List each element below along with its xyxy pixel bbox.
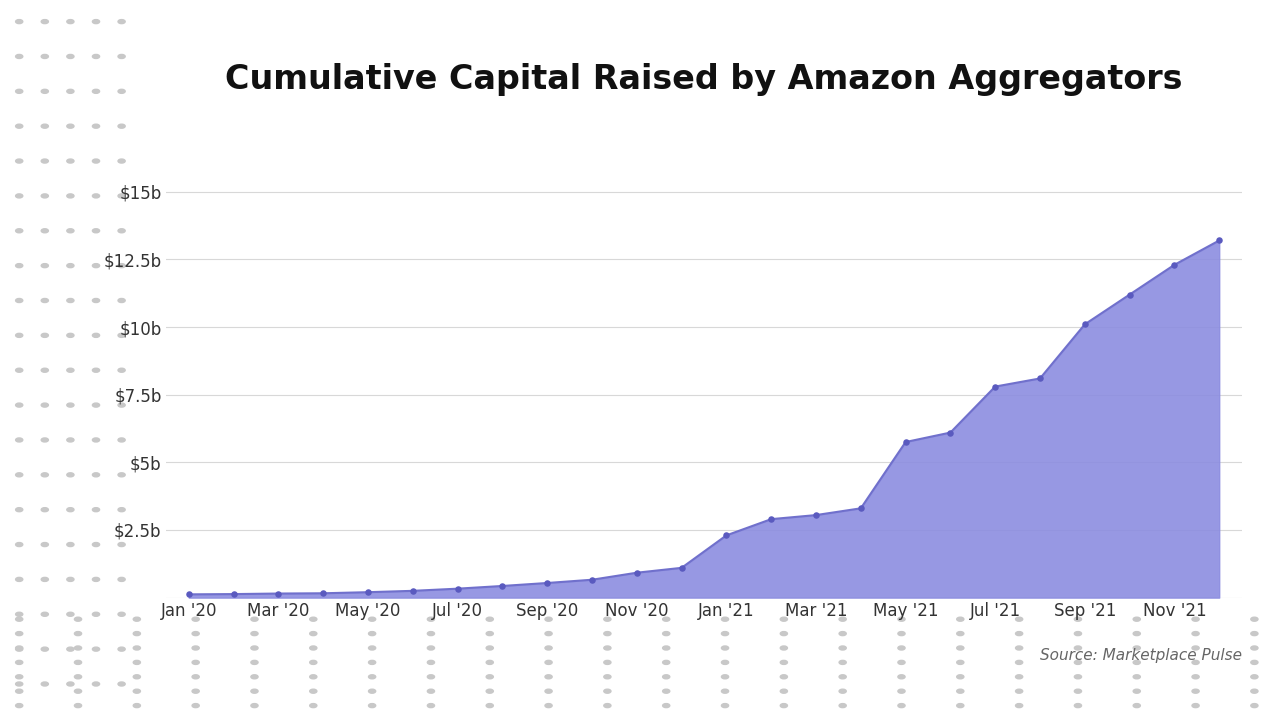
Point: [896, 436, 916, 448]
Point: [492, 580, 512, 592]
Point: [1074, 318, 1094, 330]
Point: [671, 562, 691, 574]
Point: [223, 588, 243, 600]
Point: [1119, 289, 1139, 300]
Text: Cumulative Capital Raised by Amazon Aggregators: Cumulative Capital Raised by Amazon Aggr…: [225, 63, 1183, 96]
Point: [581, 574, 603, 585]
Point: [940, 427, 960, 438]
Point: [358, 586, 379, 598]
Point: [1165, 259, 1185, 271]
Point: [1208, 235, 1229, 246]
Point: [448, 583, 468, 595]
Point: [805, 509, 826, 521]
Point: [716, 530, 736, 541]
Text: Source: Marketplace Pulse: Source: Marketplace Pulse: [1039, 648, 1242, 663]
Point: [627, 567, 646, 578]
Point: [1029, 373, 1050, 384]
Point: [538, 577, 558, 589]
Point: [402, 585, 422, 597]
Point: [850, 503, 870, 514]
Point: [269, 588, 289, 599]
Point: [984, 381, 1005, 392]
Point: [312, 588, 333, 599]
Point: [179, 588, 200, 600]
Point: [760, 513, 781, 525]
